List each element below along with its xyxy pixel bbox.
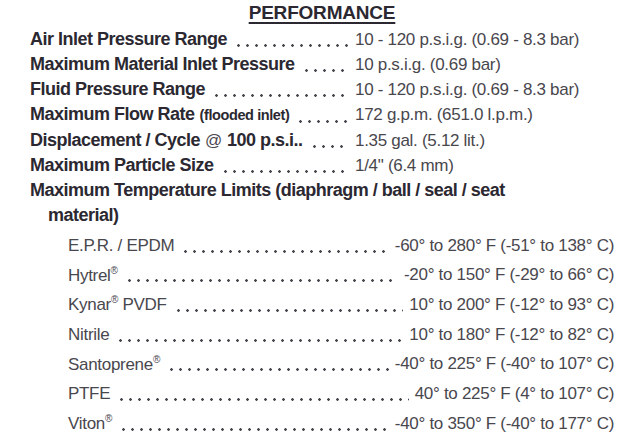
- spec-row-fluid-pressure-range: Fluid Pressure Range 10 - 120 p.s.i.g. (…: [30, 77, 614, 102]
- spec-label: Air Inlet Pressure Range: [30, 27, 227, 52]
- dot-leader: [219, 153, 349, 178]
- material-name: Viton®: [68, 406, 112, 435]
- spec-label: Maximum Flow Rate: [30, 102, 195, 127]
- material-name: Santoprene®: [68, 347, 160, 377]
- temp-row-nitrile: Nitrile 10° to 180° F (-12° to 82° C): [30, 317, 614, 347]
- spec-label: Maximum Particle Size: [30, 153, 214, 178]
- dot-leader: [232, 27, 349, 52]
- dot-leader: [210, 77, 349, 102]
- spec-label: Displacement / Cycle: [30, 128, 200, 153]
- dot-leader: [114, 317, 403, 347]
- registered-mark: ®: [153, 354, 160, 365]
- temp-value: -60° to 280° F (-51° to 138° C): [395, 233, 614, 258]
- spec-label-at: @: [205, 128, 222, 153]
- temp-value: -20° to 150° F (-29° to 66° C): [404, 262, 614, 287]
- temp-row-epr-epdm: E.P.R. / EPDM -60° to 280° F (-51° to 13…: [30, 228, 614, 258]
- dot-leader: [117, 406, 389, 435]
- spec-label: Maximum Material Inlet Pressure: [30, 52, 295, 77]
- dot-leader: [115, 376, 408, 406]
- temp-value: -40° to 350° F (-40° to 177° C): [395, 411, 614, 435]
- spec-row-max-particle-size: Maximum Particle Size 1/4" (6.4 mm): [30, 153, 614, 178]
- dot-leader: [300, 52, 349, 77]
- dot-leader: [308, 128, 349, 153]
- spec-label-note: (flooded inlet): [200, 103, 290, 128]
- spec-value: 10 - 120 p.s.i.g. (0.69 - 8.3 bar): [355, 27, 579, 52]
- dot-leader: [179, 228, 389, 258]
- spec-value: 172 g.p.m. (651.0 l.p.m.): [355, 102, 533, 127]
- performance-spec-sheet: PERFORMANCE Air Inlet Pressure Range 10 …: [0, 0, 624, 435]
- temp-row-santoprene: Santoprene® -40° to 225° F (-40° to 107°…: [30, 347, 614, 377]
- dot-leader: [294, 102, 349, 128]
- temp-row-viton: Viton® -40° to 350° F (-40° to 177° C): [30, 406, 614, 435]
- spec-value: 1.35 gal. (5.12 lit.): [355, 128, 485, 153]
- spec-label: Fluid Pressure Range: [30, 77, 205, 102]
- page-title: PERFORMANCE: [30, 2, 614, 24]
- spec-row-displacement-per-cycle: Displacement / Cycle @ 100 p.s.i.. 1.35 …: [30, 128, 614, 153]
- spec-label-2: 100 p.s.i..: [227, 128, 303, 153]
- dot-leader: [172, 287, 404, 317]
- spec-value: 10 - 120 p.s.i.g. (0.69 - 8.3 bar): [355, 77, 579, 102]
- material-name: Nitrile: [68, 317, 109, 347]
- material-name: Hytrel®: [68, 258, 118, 288]
- spec-value: 10 p.s.i.g. (0.69 bar): [355, 52, 501, 77]
- temp-value: -40° to 225° F (-40° to 107° C): [395, 351, 614, 376]
- dot-leader: [123, 258, 398, 288]
- material-name: E.P.R. / EPDM: [68, 228, 174, 258]
- dot-leader: [165, 347, 389, 377]
- temp-value: 10° to 180° F (-12° to 82° C): [409, 322, 614, 347]
- spec-row-max-material-inlet-pressure: Maximum Material Inlet Pressure 10 p.s.i…: [30, 52, 614, 77]
- temp-value: 40° to 225° F (4° to 107° C): [415, 381, 614, 406]
- temp-row-ptfe: PTFE 40° to 225° F (4° to 107° C): [30, 376, 614, 406]
- temp-row-kynar-pvdf: Kynar® PVDF 10° to 200° F (-12° to 93° C…: [30, 287, 614, 317]
- temp-value: 10° to 200° F (-12° to 93° C): [409, 292, 614, 317]
- material-name: Kynar® PVDF: [68, 287, 167, 317]
- registered-mark: ®: [111, 265, 118, 276]
- temp-limits-heading-wrap: material): [30, 203, 614, 228]
- registered-mark: ®: [111, 294, 118, 305]
- spec-value: 1/4" (6.4 mm): [355, 153, 454, 178]
- registered-mark: ®: [105, 413, 112, 424]
- material-name: PTFE: [68, 376, 110, 406]
- temp-limits-heading: Maximum Temperature Limits (diaphragm / …: [30, 178, 614, 203]
- spec-row-max-flow-rate: Maximum Flow Rate (flooded inlet) 172 g.…: [30, 102, 614, 128]
- temp-row-hytrel: Hytrel® -20° to 150° F (-29° to 66° C): [30, 258, 614, 288]
- spec-row-air-inlet-pressure: Air Inlet Pressure Range 10 - 120 p.s.i.…: [30, 27, 614, 52]
